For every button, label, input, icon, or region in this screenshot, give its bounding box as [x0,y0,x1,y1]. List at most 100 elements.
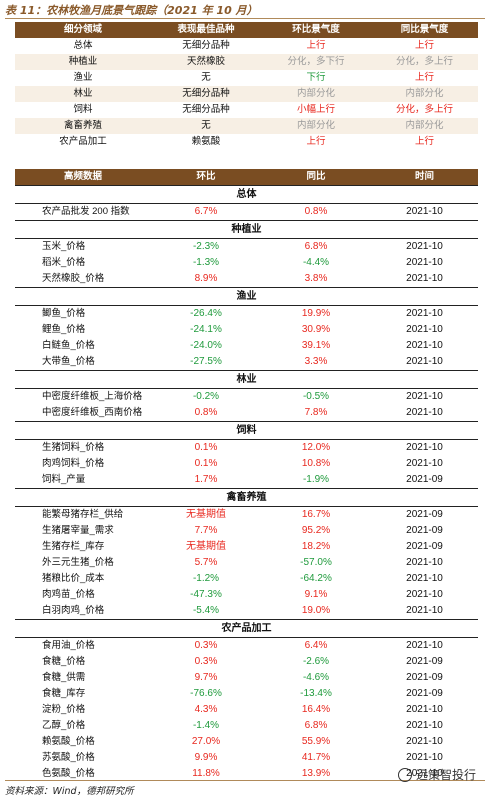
yoy-value: 39.1% [301,340,331,351]
indicator-name: 饲料_产量 [42,474,86,485]
table-row: 稻米_价格 -1.3% -4.4% 2021-10 [15,255,478,271]
section-row: 种植业 [15,220,478,239]
date-value: 2021-10 [406,704,443,715]
section-title: 禽畜养殖 [15,488,478,507]
table-row: 苏氨酸_价格 9.9% 41.7% 2021-10 [15,750,478,766]
table-row: 肉鸡苗_价格 -47.3% 9.1% 2021-10 [15,587,478,603]
yoy-value: 30.9% [301,324,331,335]
best-variety-cell: 无细分品种 [182,104,230,115]
summary-row: 饲料 无细分品种 小幅上行 分化，多上行 [15,102,478,118]
field-cell: 种植业 [68,56,98,67]
mom-value: 8.9% [194,273,218,284]
wechat-logo-icon [397,767,412,782]
mom-value: -1.3% [192,257,220,268]
yoy-trend-cell: 分化，多上行 [395,56,453,67]
best-variety-cell: 无 [201,120,211,131]
yoy-value: -2.6% [302,656,330,667]
yoy-value: -4.4% [302,257,330,268]
date-value: 2021-10 [406,589,443,600]
table-row: 大带鱼_价格 -27.5% 3.3% 2021-10 [15,354,478,371]
mom-value: -1.2% [192,573,220,584]
yoy-value: 6.4% [304,640,328,651]
mom-value: 4.3% [194,704,218,715]
date-value: 2021-09 [406,509,443,520]
indicator-name: 猪粮比价_成本 [42,573,105,584]
table-row: 生猪存栏_库存 无基期值 18.2% 2021-09 [15,539,478,555]
date-value: 2021-10 [406,752,443,763]
mom-value: 6.7% [194,206,218,217]
date-value: 2021-09 [406,474,443,485]
table-row: 中密度纤维板_西南价格 0.8% 7.8% 2021-10 [15,405,478,422]
field-cell: 总体 [73,40,93,51]
mom-value: 无基期值 [186,541,226,552]
date-value: 2021-09 [406,672,443,683]
field-cell: 禽畜养殖 [63,120,102,131]
table-row: 玉米_价格 -2.3% 6.8% 2021-10 [15,239,478,256]
section-row: 渔业 [15,287,478,306]
mom-value: 无基期值 [186,509,226,520]
indicator-name: 肉鸡饲料_价格 [42,458,105,469]
indicator-name: 食糖_库存 [42,688,86,699]
source-divider [5,780,485,781]
mom-trend-cell: 内部分化 [296,88,335,99]
mom-value: 0.3% [194,640,218,651]
mom-value: 27.0% [191,736,221,747]
indicator-name: 农产品批发 200 指数 [42,206,130,217]
detail-table: 高频数据 环比 同比 时间 总体 农产品批发 200 指数 6.7% 0.8% 2021… [15,169,478,782]
mom-value: 0.3% [194,656,218,667]
yoy-value: 16.4% [301,704,331,715]
indicator-name: 白鲢鱼_价格 [42,340,95,351]
date-value: 2021-10 [406,391,443,402]
indicator-name: 玉米_价格 [42,241,86,252]
table-row: 食用油_价格 0.3% 6.4% 2021-10 [15,638,478,655]
yoy-value: 19.0% [301,605,331,616]
summary-row: 渔业 无 下行 上行 [15,70,478,86]
section-title: 总体 [15,185,478,204]
yoy-trend-cell: 上行 [414,40,434,51]
section-row: 林业 [15,370,478,389]
date-value: 2021-10 [406,736,443,747]
indicator-name: 鲤鱼_价格 [42,324,86,335]
table-row: 饲料_产量 1.7% -1.9% 2021-09 [15,472,478,489]
best-variety-cell: 赖氨酸 [191,136,221,147]
yoy-value: 12.0% [301,442,331,453]
mom-value: -26.4% [190,308,222,319]
mom-trend-cell: 下行 [306,72,326,83]
date-value: 2021-10 [406,273,443,284]
date-value: 2021-10 [406,442,443,453]
date-value: 2021-10 [406,407,443,418]
yoy-value: 10.8% [301,458,331,469]
yoy-trend-cell: 上行 [414,72,434,83]
date-value: 2021-10 [406,308,443,319]
mom-value: 0.1% [194,458,218,469]
header-date: 时间 [371,169,478,186]
title-divider [5,18,485,19]
date-value: 2021-10 [406,557,443,568]
field-cell: 林业 [73,88,93,99]
mom-value: -24.0% [190,340,222,351]
mom-value: -5.4% [192,605,220,616]
date-value: 2021-09 [406,656,443,667]
indicator-name: 生猪屠宰量_需求 [42,525,114,536]
table-row: 白羽肉鸡_价格 -5.4% 19.0% 2021-10 [15,603,478,620]
summary-row: 禽畜养殖 无 内部分化 内部分化 [15,118,478,134]
table-row: 鲫鱼_价格 -26.4% 19.9% 2021-10 [15,306,478,323]
mom-value: 7.7% [194,525,218,536]
indicator-name: 鲫鱼_价格 [42,308,86,319]
table-row: 食糖_库存 -76.6% -13.4% 2021-09 [15,686,478,702]
date-value: 2021-10 [406,768,443,779]
field-cell: 饲料 [73,104,93,115]
table-row: 农产品批发 200 指数 6.7% 0.8% 2021-10 [15,204,478,221]
indicator-name: 白羽肉鸡_价格 [42,605,105,616]
mom-value: 5.7% [194,557,218,568]
source-note: 资料来源：Wind，德邦研究所 [5,786,134,797]
mom-value: 1.7% [194,474,218,485]
mom-trend-cell: 上行 [306,40,326,51]
indicator-name: 淀粉_价格 [42,704,86,715]
indicator-name: 赖氨酸_价格 [42,736,95,747]
summary-table: 细分领域 表现最佳品种 环比景气度 同比景气度 总体 无细分品种 上行 上行 种植业 天然… [15,22,478,150]
indicator-name: 苏氨酸_价格 [42,752,95,763]
summary-row: 林业 无细分品种 内部分化 内部分化 [15,86,478,102]
indicator-name: 食糖_价格 [42,656,86,667]
best-variety-cell: 无 [201,72,211,83]
